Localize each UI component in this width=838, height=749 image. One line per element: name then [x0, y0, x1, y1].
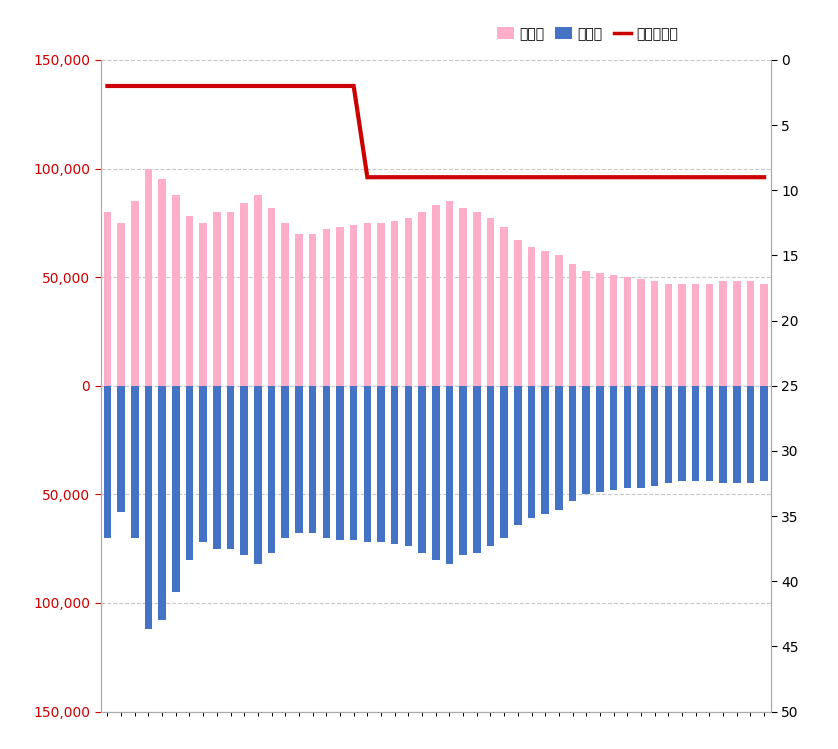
Bar	[760, 284, 768, 386]
Bar	[104, 386, 111, 538]
Bar	[268, 386, 276, 553]
Bar	[145, 169, 153, 386]
Bar	[487, 386, 494, 547]
Bar	[323, 386, 330, 538]
Bar	[514, 386, 521, 525]
Bar	[213, 212, 220, 386]
Bar	[391, 386, 399, 545]
Bar	[719, 386, 727, 484]
Bar	[323, 229, 330, 386]
Bar	[678, 386, 685, 482]
Bar	[500, 227, 508, 386]
Bar	[418, 212, 426, 386]
Bar	[391, 221, 399, 386]
Bar	[295, 234, 303, 386]
Bar	[186, 386, 194, 560]
Bar	[172, 386, 179, 592]
Bar	[377, 386, 385, 542]
Bar	[350, 386, 358, 540]
Bar	[432, 205, 439, 386]
Bar	[596, 273, 603, 386]
Bar	[309, 386, 317, 533]
Bar	[131, 386, 138, 538]
Bar	[637, 279, 644, 386]
Bar	[665, 284, 672, 386]
Bar	[706, 284, 713, 386]
Bar	[555, 255, 562, 386]
Bar	[117, 223, 125, 386]
Bar	[706, 386, 713, 482]
Bar	[747, 386, 754, 484]
Bar	[241, 203, 248, 386]
Bar	[254, 195, 261, 386]
Bar	[747, 282, 754, 386]
Bar	[158, 386, 166, 620]
Bar	[432, 386, 439, 560]
Bar	[487, 219, 494, 386]
Bar	[541, 251, 549, 386]
Bar	[268, 207, 276, 386]
Bar	[336, 227, 344, 386]
Bar	[610, 386, 618, 490]
Bar	[227, 386, 235, 548]
Bar	[446, 386, 453, 564]
Bar	[541, 386, 549, 514]
Bar	[186, 216, 194, 386]
Bar	[309, 234, 317, 386]
Bar	[582, 270, 590, 386]
Bar	[651, 386, 659, 485]
Bar	[254, 386, 261, 564]
Bar	[459, 386, 467, 555]
Bar	[446, 201, 453, 386]
Bar	[459, 207, 467, 386]
Bar	[213, 386, 220, 548]
Bar	[364, 386, 371, 542]
Bar	[733, 282, 741, 386]
Bar	[131, 201, 138, 386]
Bar	[582, 386, 590, 494]
Bar	[282, 223, 289, 386]
Bar	[405, 219, 412, 386]
Bar	[733, 386, 741, 484]
Bar	[418, 386, 426, 553]
Bar	[623, 277, 631, 386]
Bar	[555, 386, 562, 509]
Bar	[692, 284, 700, 386]
Bar	[158, 180, 166, 386]
Bar	[760, 386, 768, 482]
Bar	[692, 386, 700, 482]
Bar	[596, 386, 603, 492]
Bar	[199, 386, 207, 542]
Bar	[199, 223, 207, 386]
Bar	[623, 386, 631, 488]
Bar	[172, 195, 179, 386]
Bar	[473, 386, 480, 553]
Bar	[282, 386, 289, 538]
Bar	[678, 284, 685, 386]
Bar	[500, 386, 508, 538]
Bar	[145, 386, 153, 629]
Bar	[295, 386, 303, 533]
Bar	[514, 240, 521, 386]
Bar	[117, 386, 125, 512]
Bar	[569, 386, 577, 501]
Bar	[665, 386, 672, 484]
Bar	[719, 282, 727, 386]
Bar	[336, 386, 344, 540]
Bar	[350, 225, 358, 386]
Bar	[104, 212, 111, 386]
Bar	[364, 223, 371, 386]
Bar	[473, 212, 480, 386]
Bar	[227, 212, 235, 386]
Bar	[637, 386, 644, 488]
Bar	[241, 386, 248, 555]
Legend: 女の子, 男の子, ランキング: 女の子, 男の子, ランキング	[491, 21, 684, 46]
Bar	[528, 386, 535, 518]
Bar	[528, 246, 535, 386]
Bar	[610, 275, 618, 386]
Bar	[569, 264, 577, 386]
Bar	[405, 386, 412, 547]
Bar	[651, 282, 659, 386]
Bar	[377, 223, 385, 386]
